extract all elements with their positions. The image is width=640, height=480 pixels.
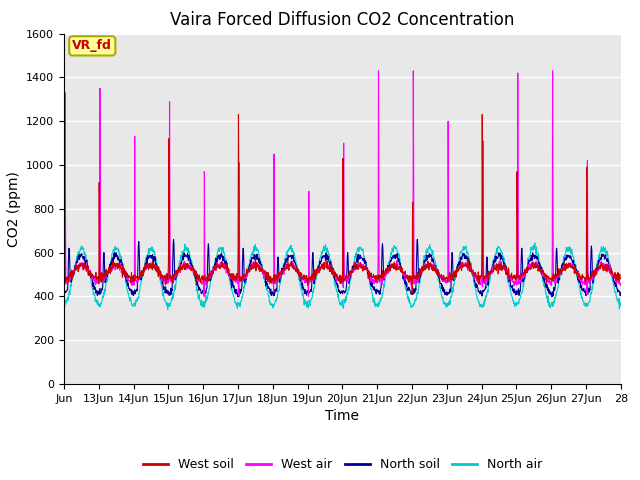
Y-axis label: CO2 (ppm): CO2 (ppm) <box>6 171 20 247</box>
North soil <box>328 265 336 271</box>
West soil <box>147 262 155 267</box>
West air <box>617 283 625 288</box>
North air <box>147 248 155 253</box>
North air <box>60 302 68 308</box>
West air <box>611 272 618 278</box>
North air <box>531 240 539 246</box>
North soil <box>60 289 68 295</box>
West air <box>474 277 482 283</box>
North air <box>328 268 336 274</box>
West soil <box>328 271 336 277</box>
West air <box>374 68 382 74</box>
North air <box>611 286 618 292</box>
North air <box>317 249 325 254</box>
West air <box>200 293 208 300</box>
North air <box>164 307 172 312</box>
X-axis label: Time: Time <box>325 409 360 423</box>
North air <box>617 300 625 305</box>
West soil <box>235 112 243 118</box>
North soil <box>235 294 243 300</box>
Legend: West soil, West air, North soil, North air: West soil, West air, North soil, North a… <box>138 453 547 476</box>
North air <box>556 276 564 282</box>
Line: West soil: West soil <box>64 115 621 293</box>
North soil <box>617 289 625 295</box>
Line: West air: West air <box>64 71 621 296</box>
North soil <box>147 255 155 261</box>
North soil <box>318 254 326 260</box>
North soil <box>556 269 564 275</box>
West air <box>147 260 155 265</box>
Line: North soil: North soil <box>64 240 621 297</box>
West air <box>328 269 336 275</box>
West air <box>556 269 564 275</box>
West soil <box>60 264 68 270</box>
North soil <box>611 278 618 284</box>
North air <box>474 297 482 303</box>
West soil <box>408 290 416 296</box>
Line: North air: North air <box>64 243 621 310</box>
West air <box>317 262 325 268</box>
West soil <box>556 269 564 275</box>
North soil <box>474 288 482 294</box>
West air <box>60 280 68 286</box>
North soil <box>170 237 177 242</box>
West soil <box>611 274 618 279</box>
Text: VR_fd: VR_fd <box>72 39 112 52</box>
West soil <box>474 269 482 275</box>
West soil <box>617 276 625 281</box>
Title: Vaira Forced Diffusion CO2 Concentration: Vaira Forced Diffusion CO2 Concentration <box>170 11 515 29</box>
West soil <box>317 262 325 268</box>
